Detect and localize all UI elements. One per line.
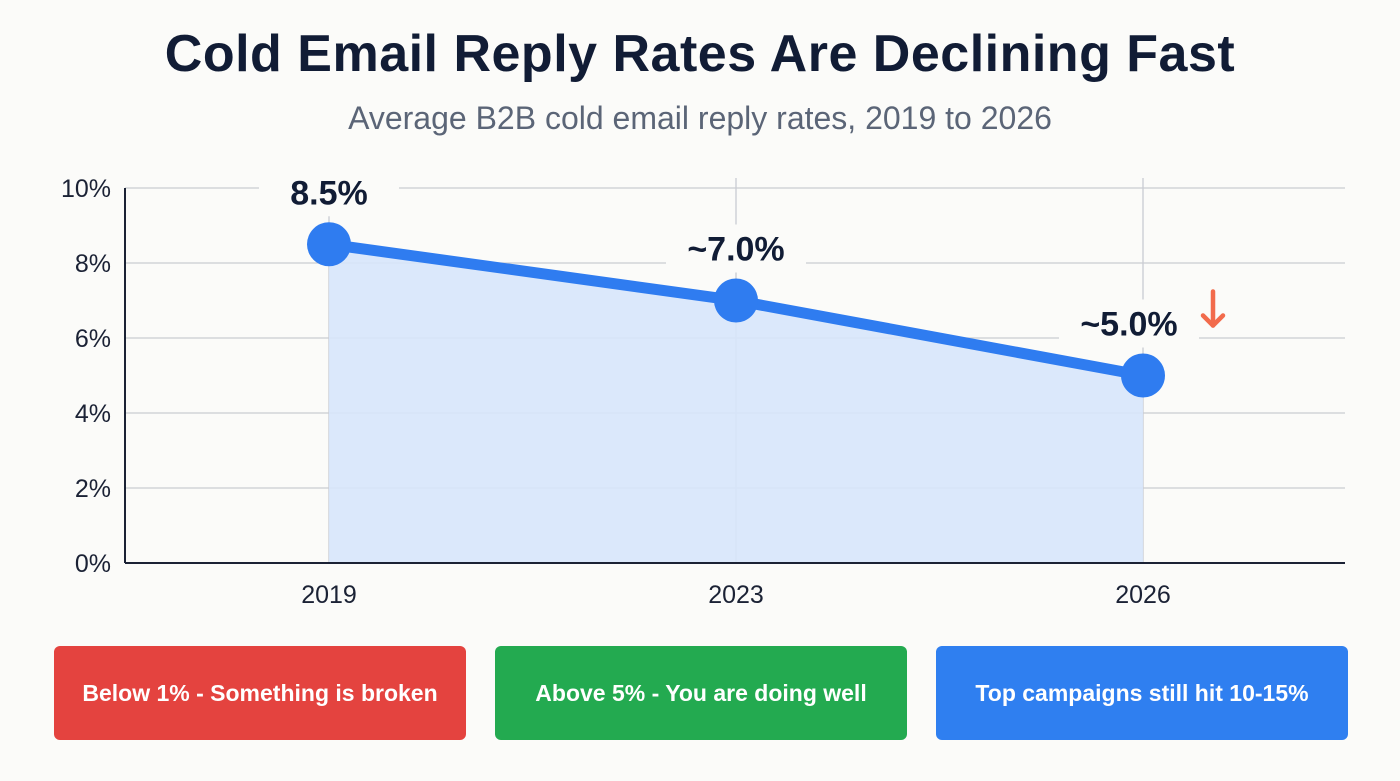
data-point — [1121, 353, 1165, 398]
y-tick-label: 8% — [75, 250, 111, 278]
chart-subtitle: Average B2B cold email reply rates, 2019… — [348, 100, 1052, 136]
arrow-down-icon — [1200, 289, 1226, 328]
x-tick-label: 2026 — [1115, 581, 1171, 609]
x-tick-label: 2023 — [708, 581, 764, 609]
y-tick-label: 2% — [75, 475, 111, 503]
data-label-bg — [1059, 299, 1199, 348]
data-label-bg — [666, 224, 806, 273]
data-label-bg — [259, 168, 399, 217]
data-label: ~5.0% — [1080, 306, 1177, 344]
callout-doing-well: Above 5% - You are doing well — [495, 646, 907, 740]
callout-top-campaigns: Top campaigns still hit 10-15% — [936, 646, 1348, 740]
data-label: 8.5% — [290, 174, 368, 212]
y-tick-label: 0% — [75, 550, 111, 578]
y-tick-label: 6% — [75, 325, 111, 353]
callout-broken: Below 1% - Something is broken — [54, 646, 466, 740]
y-tick-label: 10% — [61, 175, 111, 203]
data-point — [714, 278, 758, 323]
area-fill — [329, 244, 1143, 563]
data-label: ~7.0% — [687, 231, 784, 269]
line-chart: 0% 2% 4% 6% 8% 10% 8.5% 2019 ~7.0% 2023 ~5.0% 2026 — [60, 168, 1345, 609]
chart-title: Cold Email Reply Rates Are Declining Fas… — [164, 25, 1236, 83]
y-tick-label: 4% — [75, 400, 111, 428]
data-point — [307, 222, 351, 267]
x-tick-label: 2019 — [301, 581, 357, 609]
